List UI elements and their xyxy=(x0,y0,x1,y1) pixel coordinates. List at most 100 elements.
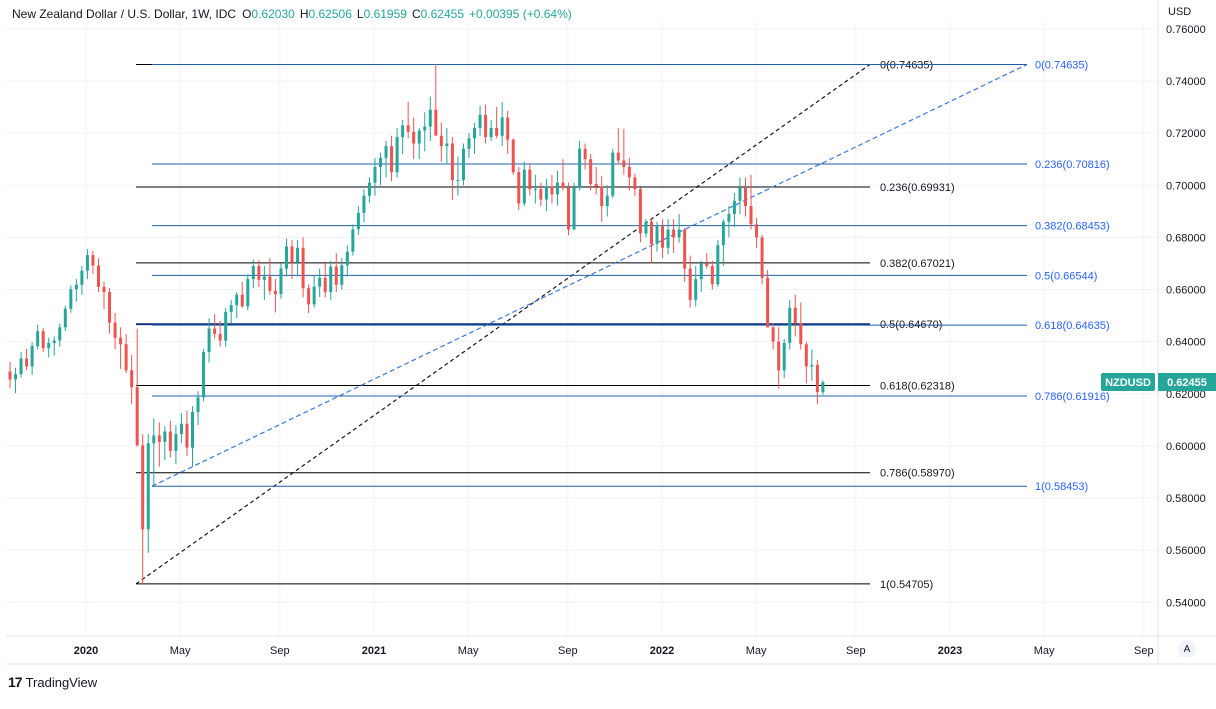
candle-body xyxy=(47,342,51,349)
candle-body xyxy=(600,186,604,207)
candle-body xyxy=(544,186,548,200)
candle-body xyxy=(213,328,217,334)
candle xyxy=(782,339,786,379)
candle xyxy=(91,250,95,274)
candle-body xyxy=(268,276,272,291)
candle-body xyxy=(174,434,178,451)
candle xyxy=(578,140,582,191)
candle xyxy=(788,299,792,350)
candle-body xyxy=(318,277,322,287)
candle xyxy=(721,219,725,267)
candle-body xyxy=(102,286,106,293)
candle-body xyxy=(456,180,460,182)
candle xyxy=(528,163,532,196)
candle-body xyxy=(417,130,421,144)
time-tick-label: May xyxy=(746,645,767,657)
candle-body xyxy=(727,213,731,222)
candle-body xyxy=(771,327,775,342)
price-tick-label: 0.56000 xyxy=(1166,545,1206,557)
candle-body xyxy=(251,266,255,280)
auto-scale-button[interactable]: A xyxy=(1178,640,1196,658)
candle-body xyxy=(605,195,609,207)
candle-body xyxy=(190,411,194,448)
candle-body xyxy=(716,245,720,285)
candle xyxy=(478,105,482,136)
candle-body xyxy=(539,189,543,200)
candle-body xyxy=(528,169,532,190)
candle xyxy=(307,284,311,313)
candle xyxy=(666,219,670,255)
fib-level-label: 0.382(0.68453) xyxy=(1035,221,1110,233)
candle xyxy=(224,307,228,347)
candle xyxy=(229,299,233,324)
candle xyxy=(323,263,327,298)
candle-body xyxy=(434,109,438,136)
candle xyxy=(694,266,698,307)
candle xyxy=(738,177,742,214)
candle xyxy=(627,157,631,191)
candle xyxy=(699,260,703,293)
symbol-title[interactable]: New Zealand Dollar / U.S. Dollar, 1W, ID… xyxy=(12,7,237,21)
candle xyxy=(395,127,399,178)
candle-body xyxy=(732,200,736,214)
price-tick-label: 0.60000 xyxy=(1166,441,1206,453)
candle xyxy=(561,159,565,191)
candle xyxy=(506,110,510,154)
candle-body xyxy=(41,331,45,349)
candle xyxy=(672,219,676,254)
candle xyxy=(69,285,73,313)
candle-body xyxy=(119,337,123,345)
candle xyxy=(412,117,416,160)
candle-body xyxy=(108,292,112,323)
candle-body xyxy=(135,387,139,446)
candle xyxy=(179,413,183,444)
candle-body xyxy=(395,137,399,173)
candle-body xyxy=(567,187,571,230)
candle xyxy=(85,249,89,280)
candle xyxy=(390,135,394,182)
candle-body xyxy=(273,290,277,295)
candle-body xyxy=(683,229,687,269)
candle-body xyxy=(69,289,73,309)
fib-retracements: 0(0.74635) 0.236(0.69931) 0.382(0.67021) 0.… xyxy=(135,59,1110,591)
candle xyxy=(384,140,388,178)
candle-body xyxy=(694,279,698,300)
fib-level-label: 0.618(0.64635) xyxy=(1035,320,1110,332)
candle-body xyxy=(14,374,18,380)
candle xyxy=(334,253,338,293)
candle-body xyxy=(561,182,565,188)
candle-body xyxy=(384,146,388,158)
candle-body xyxy=(196,397,200,412)
candle-body xyxy=(743,187,747,207)
symbol-badge-label: NZDUSD xyxy=(1105,377,1151,389)
candle xyxy=(821,380,825,395)
candle-body xyxy=(285,246,288,269)
candle xyxy=(815,359,819,405)
symbol-badge-bg xyxy=(1101,373,1155,392)
candle xyxy=(495,107,499,139)
candle-body xyxy=(312,286,316,305)
price-tick-label: 0.70000 xyxy=(1166,180,1206,192)
price-tick-label: 0.54000 xyxy=(1166,597,1206,609)
candle-body xyxy=(390,146,394,173)
candle xyxy=(445,127,449,165)
candle xyxy=(423,112,427,152)
candle xyxy=(362,189,366,223)
tradingview-logo[interactable]: 17 TradingView xyxy=(8,674,97,690)
candle xyxy=(268,258,272,295)
candle-body xyxy=(749,206,753,225)
price-tick-label: 0.74000 xyxy=(1166,76,1206,88)
fib-level-label: 0.236(0.70816) xyxy=(1035,159,1110,171)
candle-body xyxy=(666,229,670,248)
candle-body xyxy=(793,307,797,324)
time-tick-label: May xyxy=(1034,645,1055,657)
candle xyxy=(301,237,305,298)
fib-level-label: 0.786(0.58970) xyxy=(880,468,955,480)
symbol-header: New Zealand Dollar / U.S. Dollar, 1W, ID… xyxy=(12,7,572,21)
candle xyxy=(473,122,477,154)
time-tick-label: 2022 xyxy=(650,645,674,657)
candle xyxy=(517,167,521,211)
candle xyxy=(511,138,515,175)
